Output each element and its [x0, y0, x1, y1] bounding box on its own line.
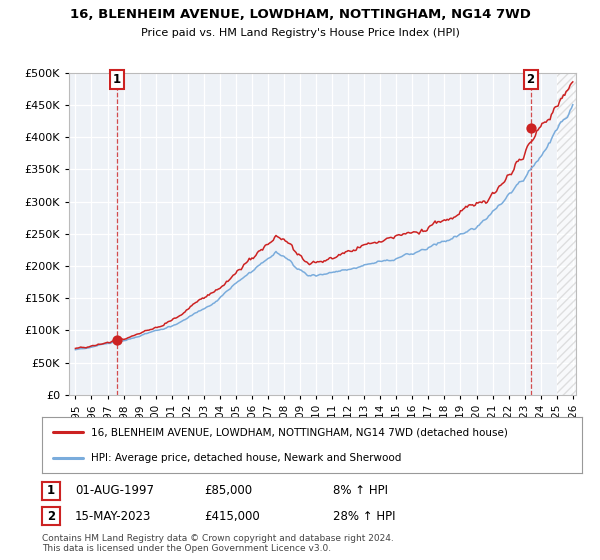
Text: £85,000: £85,000	[204, 484, 252, 497]
Text: 01-AUG-1997: 01-AUG-1997	[75, 484, 154, 497]
Bar	[557, 73, 576, 395]
Text: Price paid vs. HM Land Registry's House Price Index (HPI): Price paid vs. HM Land Registry's House …	[140, 28, 460, 38]
Point	[112, 335, 122, 344]
Text: 2: 2	[47, 510, 55, 522]
Text: 16, BLENHEIM AVENUE, LOWDHAM, NOTTINGHAM, NG14 7WD: 16, BLENHEIM AVENUE, LOWDHAM, NOTTINGHAM…	[70, 8, 530, 21]
Text: 2: 2	[527, 73, 535, 86]
Text: 8% ↑ HPI: 8% ↑ HPI	[333, 484, 388, 497]
Text: £415,000: £415,000	[204, 510, 260, 522]
Text: HPI: Average price, detached house, Newark and Sherwood: HPI: Average price, detached house, Newa…	[91, 453, 401, 463]
Text: 1: 1	[113, 73, 121, 86]
Text: 1: 1	[47, 484, 55, 497]
Text: 16, BLENHEIM AVENUE, LOWDHAM, NOTTINGHAM, NG14 7WD (detached house): 16, BLENHEIM AVENUE, LOWDHAM, NOTTINGHAM…	[91, 427, 508, 437]
Text: 15-MAY-2023: 15-MAY-2023	[75, 510, 151, 522]
Point	[526, 123, 535, 132]
Text: Contains HM Land Registry data © Crown copyright and database right 2024.
This d: Contains HM Land Registry data © Crown c…	[42, 534, 394, 553]
Text: 28% ↑ HPI: 28% ↑ HPI	[333, 510, 395, 522]
